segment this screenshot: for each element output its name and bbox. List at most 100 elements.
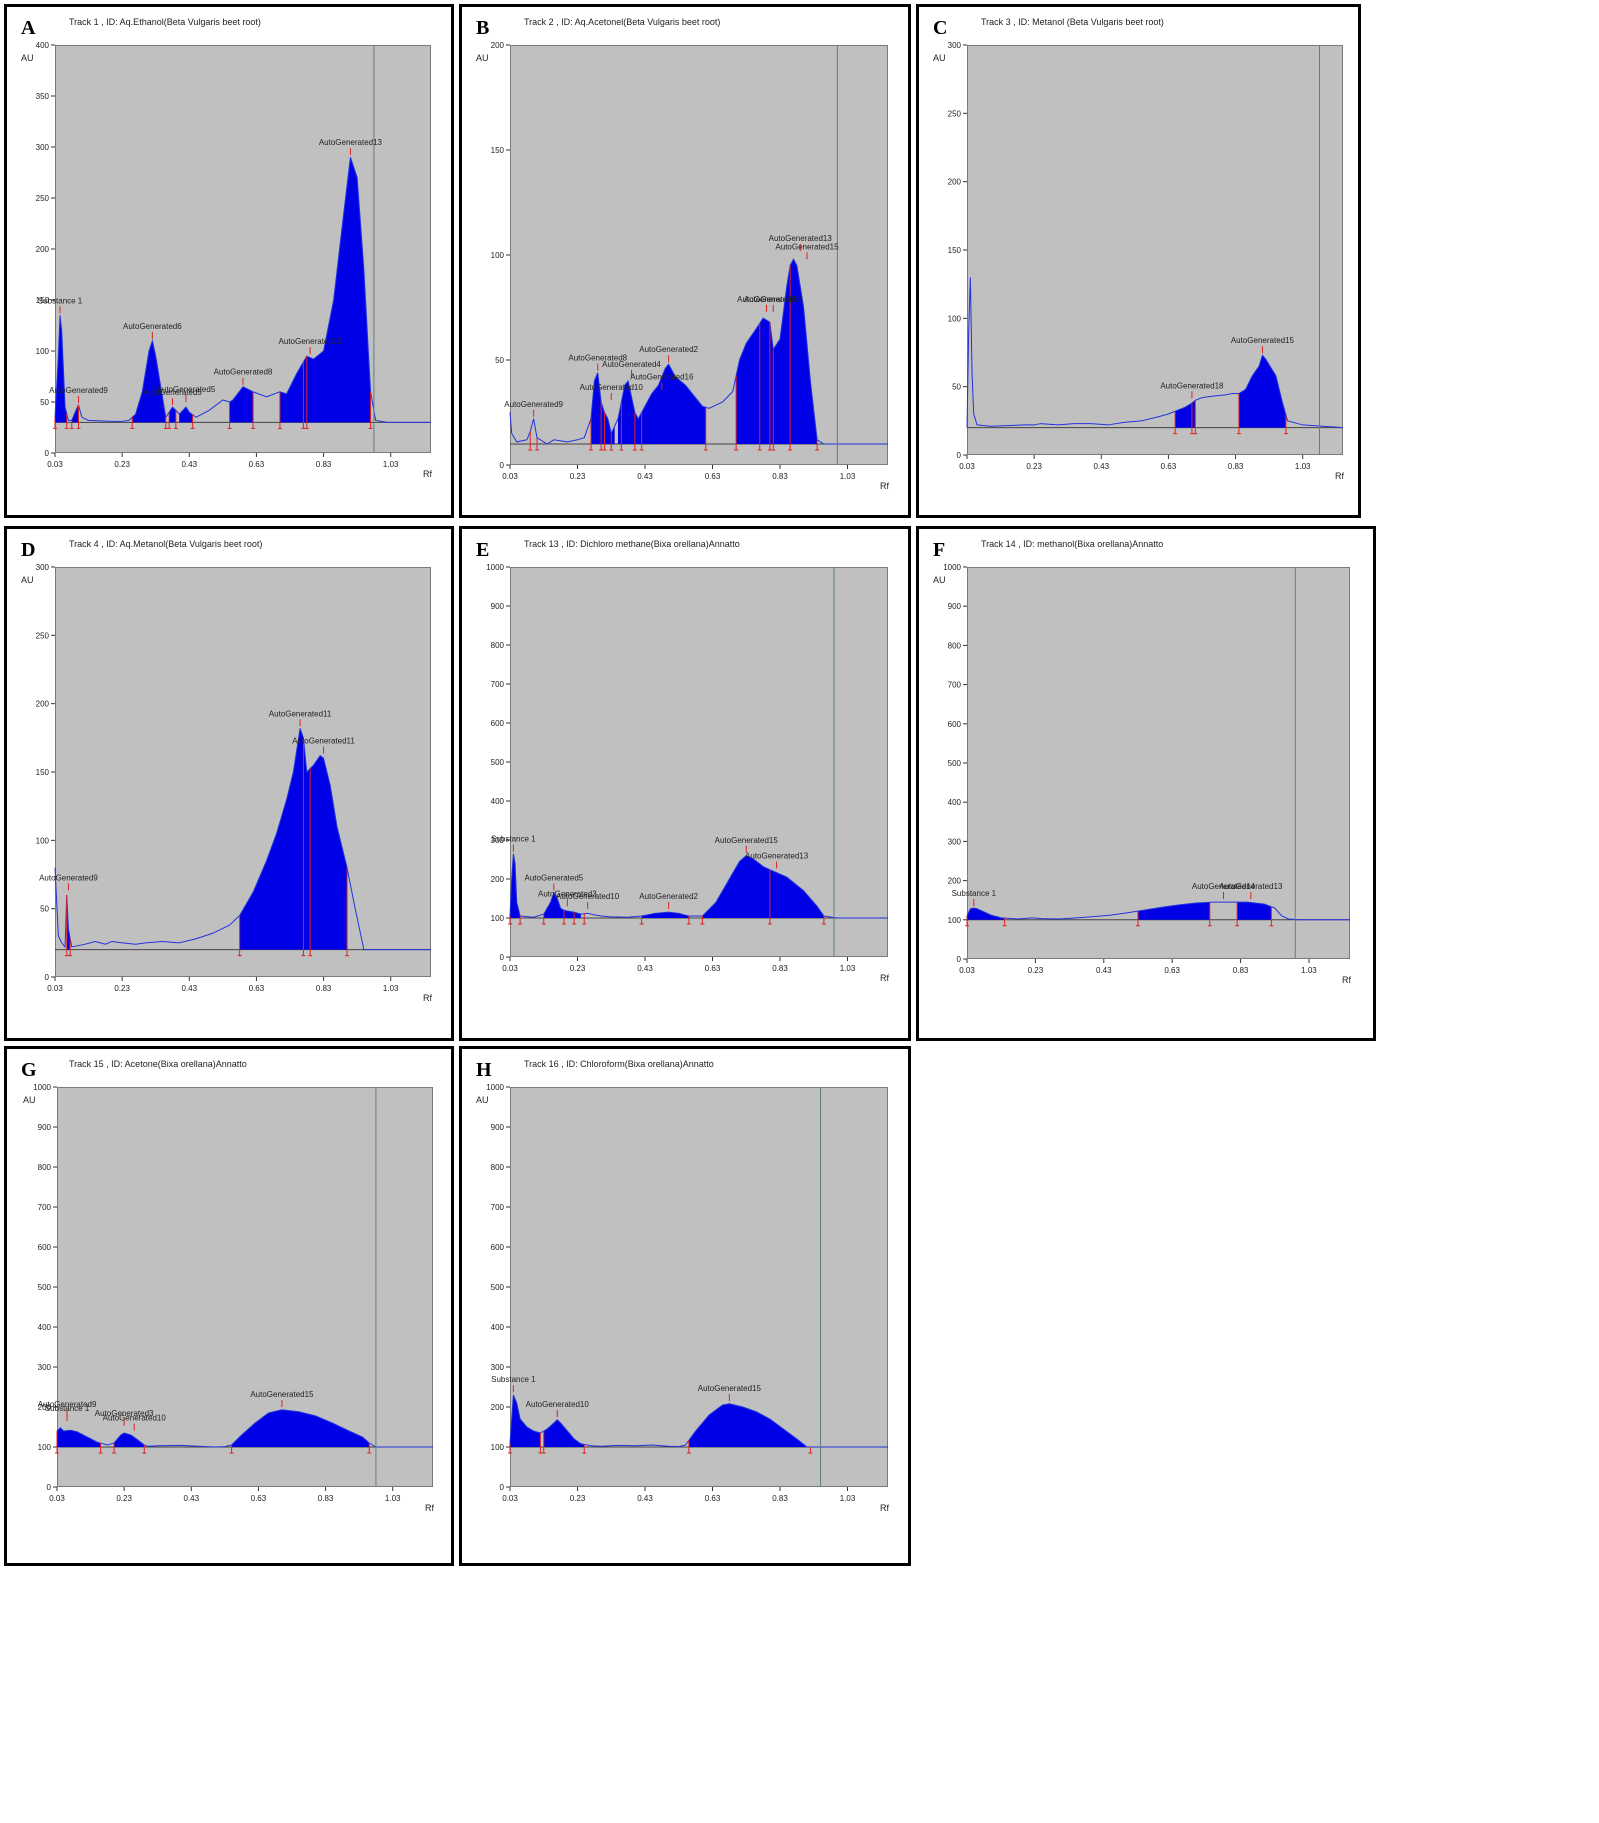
peak-label: Substance 1 — [491, 835, 536, 844]
y-tick-label: 600 — [948, 720, 962, 729]
y-tick-label: 100 — [36, 347, 50, 356]
y-tick-label: 50 — [952, 383, 961, 392]
x-tick-label: 0.63 — [705, 472, 721, 481]
y-tick-label: 150 — [491, 146, 505, 155]
plot-area — [510, 1087, 888, 1487]
y-tick-label: 800 — [491, 641, 505, 650]
peak-area — [543, 1419, 585, 1447]
trace-line — [54, 728, 431, 951]
peak-label: AutoGenerated16 — [630, 373, 694, 382]
x-tick-label: 0.83 — [316, 460, 332, 469]
y-tick-label: 1000 — [486, 1083, 504, 1092]
peak-area — [229, 386, 254, 423]
x-axis-label: Rf — [425, 1503, 434, 1513]
y-tick-label: 50 — [40, 398, 49, 407]
peak-area — [239, 728, 348, 950]
peak-area — [132, 340, 166, 423]
y-tick-label: 600 — [38, 1243, 52, 1252]
x-tick-label: 1.03 — [1301, 966, 1317, 975]
y-tick-label: 800 — [38, 1163, 52, 1172]
peak-area — [114, 1433, 145, 1447]
chromatogram-svg: 0 50 100 150 200 0.03 0.23 0.43 0.63 0.83 1.03 Auto… — [491, 41, 888, 481]
y-tick-label: 300 — [948, 837, 962, 846]
x-tick-label: 0.03 — [959, 462, 975, 471]
y-tick-label: 500 — [491, 758, 505, 767]
plot-area — [510, 567, 888, 957]
y-tick-label: 100 — [38, 1443, 52, 1452]
y-tick-label: 200 — [948, 178, 962, 187]
x-tick-label: 0.03 — [502, 472, 518, 481]
y-tick-label: 0 — [45, 973, 50, 982]
panel-letter: D — [21, 539, 36, 561]
y-tick-label: 100 — [948, 916, 962, 925]
y-tick-label: 200 — [36, 245, 50, 254]
x-tick-label: 1.03 — [385, 1494, 401, 1503]
panel-b: B Track 2 , ID: Aq.Acetonel(Beta Vulgaris… — [459, 4, 911, 518]
x-tick-label: 0.63 — [1164, 966, 1180, 975]
trace-line — [966, 901, 1350, 921]
x-tick-label: 0.83 — [316, 984, 332, 993]
y-axis-label: AU — [933, 53, 946, 63]
peak-area — [543, 892, 581, 918]
y-tick-label: 0 — [500, 1483, 505, 1492]
y-tick-label: 100 — [491, 1443, 505, 1452]
x-tick-label: 1.03 — [840, 472, 856, 481]
plot-area — [967, 45, 1343, 455]
y-tick-label: 400 — [36, 41, 50, 50]
y-axis-label: AU — [21, 575, 34, 585]
x-tick-label: 1.03 — [840, 964, 856, 973]
y-tick-label: 300 — [491, 1363, 505, 1372]
peak-label: AutoGenerated10 — [103, 1414, 167, 1423]
x-tick-label: 0.43 — [637, 964, 653, 973]
x-tick-label: 0.23 — [570, 1494, 586, 1503]
y-tick-label: 500 — [948, 759, 962, 768]
peak-area — [57, 1427, 101, 1447]
y-tick-label: 400 — [491, 797, 505, 806]
panel-letter: A — [21, 17, 36, 39]
peak-label: AutoGenerated4 — [602, 360, 661, 369]
y-tick-label: 50 — [495, 356, 504, 365]
peak-label: AutoGenerated5 — [143, 388, 202, 397]
panel-letter: C — [933, 17, 948, 39]
y-tick-label: 300 — [38, 1363, 52, 1372]
peak-area — [279, 157, 371, 423]
peak-label: AutoGenerated13 — [745, 851, 809, 860]
panel-f: F Track 14 , ID: methanol(Bixa orellana)A… — [916, 526, 1376, 1041]
x-axis-label: Rf — [880, 481, 889, 491]
y-tick-label: 800 — [948, 641, 962, 650]
trace-line — [966, 277, 1344, 429]
peak-area — [688, 1403, 811, 1447]
y-tick-label: 100 — [491, 914, 505, 923]
peak-label: AutoGenerated13 — [769, 234, 833, 243]
y-tick-label: 200 — [36, 700, 50, 709]
chromatogram-svg: 0 50 100 150 200 250 300 0.03 0.23 0.43 0.63 0.83 1.… — [948, 41, 1344, 471]
peak-label: AutoGenerated8 — [568, 354, 627, 363]
y-tick-label: 150 — [948, 246, 962, 255]
y-tick-label: 250 — [36, 631, 50, 640]
panel-title: Track 15 , ID: Acetone(Bixa orellana)Ann… — [69, 1059, 247, 1069]
y-tick-label: 300 — [36, 143, 50, 152]
peak-label: AutoGenerated10 — [526, 1400, 590, 1409]
peak-label: AutoGenerated9 — [39, 873, 98, 882]
peak-label: AutoGenerated9 — [504, 400, 563, 409]
peak-label: AutoGenerated15 — [1231, 336, 1295, 345]
panel-e: E Track 13 , ID: Dichloro methane(Bixa or… — [459, 526, 911, 1041]
y-tick-label: 150 — [36, 768, 50, 777]
peak-label: AutoGenerated2 — [639, 345, 698, 354]
peak-area — [169, 407, 176, 423]
trace-line — [54, 157, 431, 423]
panel-title: Track 14 , ID: methanol(Bixa orellana)An… — [981, 539, 1164, 549]
y-tick-label: 700 — [491, 1203, 505, 1212]
x-axis-label: Rf — [423, 993, 432, 1003]
x-tick-label: 0.03 — [47, 984, 63, 993]
plot-area — [55, 567, 431, 977]
y-tick-label: 900 — [948, 602, 962, 611]
x-tick-label: 1.03 — [383, 460, 399, 469]
peak-area — [1238, 355, 1286, 428]
peak-label: AutoGenerated5 — [525, 874, 584, 883]
y-tick-label: 900 — [491, 1123, 505, 1132]
y-tick-label: 100 — [36, 836, 50, 845]
x-tick-label: 0.03 — [49, 1494, 65, 1503]
peak-area — [55, 315, 67, 423]
x-tick-label: 0.03 — [502, 964, 518, 973]
